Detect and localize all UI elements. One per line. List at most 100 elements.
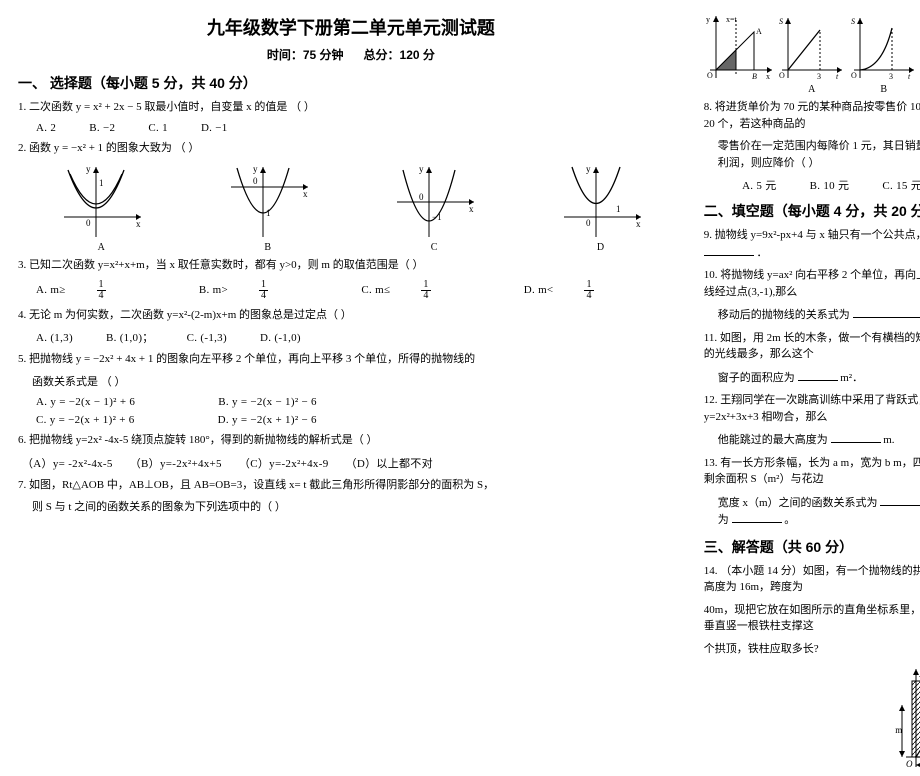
q13: 13. 有一长方形条幅，长为 a m，宽为 b m，四周镶上宽度相等的花边，求剩…	[704, 455, 920, 488]
q7: 7. 如图，Rt△AOB 中，AB⊥OB，且 AB=OB=3，设直线 x= t …	[18, 477, 684, 494]
q3c-txt: C. m≤	[361, 284, 390, 296]
svg-text:1: 1	[266, 208, 271, 218]
svg-text:O: O	[851, 71, 857, 80]
q7-label-b: B	[848, 84, 920, 95]
q4-opt-b: B. (1,0)；	[106, 329, 154, 345]
q2-graph-c: −1 x y 0 C	[389, 162, 479, 253]
q4-opt-a: A. (1,3)	[36, 332, 73, 344]
svg-text:3: 3	[889, 72, 893, 81]
q2-label-b: B	[223, 242, 313, 253]
q10b-text: 移动后的抛物线的关系式为	[718, 309, 850, 321]
q12-tail: m.	[883, 434, 894, 446]
svg-text:1: 1	[616, 204, 621, 214]
subtitle: 时间：75 分钟 总分：120 分	[18, 46, 684, 63]
q9-tail: ．	[757, 247, 768, 259]
frac-d4: 4	[584, 291, 593, 301]
svg-text:y: y	[419, 164, 424, 174]
frac-d: 4	[97, 291, 106, 301]
q1-opt-a: A. 2	[36, 122, 56, 134]
svg-text:16 m: 16 m	[894, 725, 902, 735]
q7-label-a: A	[776, 84, 848, 95]
q5b: 函数关系式是 （ ）	[32, 374, 684, 391]
frac-n2: 1	[259, 280, 268, 291]
svg-text:y: y	[586, 164, 591, 174]
q1-opt-d: D. −1	[201, 122, 228, 134]
q11: 11. 如图，用 2m 长的木条，做一个有横档的矩形窗子，为使透进的光线最多，那…	[704, 330, 920, 363]
q2-graph-b: 1 x y 0 B	[223, 162, 313, 253]
q8-opt-b: B. 10 元	[810, 177, 850, 193]
frac-d3: 4	[421, 291, 430, 301]
svg-text:0: 0	[86, 218, 91, 228]
main-title: 九年级数学下册第二单元单元测试题	[18, 14, 684, 40]
q9: 9. 抛物线 y=9x²-px+4 与 x 轴只有一个公共点，则不等式 9x²-…	[704, 227, 920, 261]
q13b: 宽度 x（m）之间的函数关系式为 ，自变量 x 的取值范围为 。	[718, 494, 920, 529]
q11-tail: m²．	[840, 372, 863, 384]
q8: 8. 将进货单价为 70 元的某种商品按零售价 100 元一个售出时，每天能卖出…	[704, 99, 920, 132]
frac-n: 1	[97, 280, 106, 291]
q7b: 则 S 与 t 之间的函数关系的图象为下列选项中的（ ）	[32, 499, 684, 516]
q13b-text: 宽度 x（m）之间的函数关系式为	[718, 497, 878, 509]
section-2-title: 二、填空题（每小题 4 分，共 20 分）	[704, 201, 920, 221]
blank-icon	[831, 431, 881, 443]
q5-options-2: C. y = −2(x + 1)² + 6 D. y = −2(x + 1)² …	[36, 414, 684, 426]
q8-options: A. 5 元 B. 10 元 C. 15 元 D. 20 元	[704, 177, 920, 193]
q7-graph-row: x=t O B x y A 3 O t	[704, 12, 920, 95]
q2-graph-d: 1 x y 0 D	[556, 162, 646, 253]
svg-text:y: y	[86, 164, 91, 174]
q3-opt-b: B. m>14	[199, 280, 328, 301]
svg-text:x: x	[766, 72, 770, 81]
section-1-title: 一、 选择题（每小题 5 分，共 40 分）	[18, 73, 684, 93]
q1-opt-c: C. 1	[148, 122, 168, 134]
q6-opt-a: （A）y= -2x²-4x-5	[22, 455, 113, 471]
q6-options: （A）y= -2x²-4x-5 （B）y=-2x²+4x+5 （C）y=-2x²…	[22, 455, 684, 471]
q5: 5. 把抛物线 y = −2x² + 4x + 1 的图象向左平移 2 个单位，…	[18, 351, 684, 368]
blank-icon	[704, 244, 754, 256]
q10: 10. 将抛物线 y=ax² 向右平移 2 个单位，再向上平移 3 个单位,移动…	[704, 267, 920, 300]
q5-opt-b: B. y = −2(x − 1)² − 6	[218, 396, 317, 408]
total-label: 总分：120 分	[364, 48, 435, 62]
svg-text:t: t	[836, 72, 839, 81]
svg-text:x: x	[469, 204, 474, 214]
q12b: 他能跳过的最大高度为 m.	[718, 431, 920, 449]
q3-opt-a: A. m≥14	[36, 280, 166, 301]
q8-opt-c: C. 15 元	[882, 177, 920, 193]
q3b-txt: B. m>	[199, 284, 228, 296]
q5-options-1: A. y = −2(x − 1)² + 6 B. y = −2(x − 1)² …	[36, 396, 684, 408]
q4-options: A. (1,3) B. (1,0)； C. (-1,3) D. (-1,0)	[36, 329, 684, 345]
q6-opt-b: （B）y=-2x²+4x+5	[130, 455, 222, 471]
blank-icon	[798, 369, 838, 381]
q2-label-c: C	[389, 242, 479, 253]
q5-opt-c: C. y = −2(x + 1)² + 6	[36, 414, 135, 426]
q2: 2. 函数 y = −x² + 1 的图象大致为 （ ）	[18, 140, 684, 157]
svg-text:O: O	[707, 71, 713, 80]
q10b: 移动后的抛物线的关系式为 ．	[718, 306, 920, 324]
q7-graph-a: 3 O t S A	[776, 12, 848, 95]
q3-options: A. m≥14 B. m>14 C. m≤14 D. m<14	[36, 280, 684, 301]
svg-text:0: 0	[586, 218, 591, 228]
q2-label-d: D	[556, 242, 646, 253]
svg-text:O: O	[906, 759, 913, 769]
bridge-diagram: M O Bx y 16 m 40 m	[704, 663, 920, 776]
svg-text:x: x	[636, 219, 641, 229]
page: 九年级数学下册第二单元单元测试题 时间：75 分钟 总分：120 分 一、 选择…	[0, 0, 920, 650]
q12b-text: 他能跳过的最大高度为	[718, 434, 828, 446]
q7-triangle-icon: x=t O B x y A	[704, 12, 776, 95]
q3d-txt: D. m<	[524, 284, 554, 296]
q8-opt-a: A. 5 元	[742, 177, 777, 193]
svg-text:O: O	[779, 71, 785, 80]
svg-text:A: A	[756, 27, 762, 36]
svg-text:x: x	[303, 189, 308, 199]
time-label: 时间：75 分钟	[267, 48, 344, 62]
svg-text:−1: −1	[432, 212, 442, 222]
q6-opt-c: （C）y=-2x²+4x-9	[239, 455, 329, 471]
svg-text:0: 0	[419, 192, 424, 202]
q1-options: A. 2 B. −2 C. 1 D. −1	[36, 122, 684, 134]
q4-opt-c: C. (-1,3)	[187, 332, 227, 344]
q13-tail: 。	[784, 514, 795, 526]
svg-text:0: 0	[253, 176, 258, 186]
svg-text:B: B	[752, 72, 757, 81]
svg-text:x=t: x=t	[726, 15, 738, 24]
frac-n4: 1	[584, 280, 593, 291]
q14b: 40m，现把它放在如图所示的直角坐标系里，若要在离跨度中心点 M5m 处垂直竖一…	[704, 602, 920, 635]
q3: 3. 已知二次函数 y=x²+x+m，当 x 取任意实数时，都有 y>0，则 m…	[18, 257, 684, 274]
